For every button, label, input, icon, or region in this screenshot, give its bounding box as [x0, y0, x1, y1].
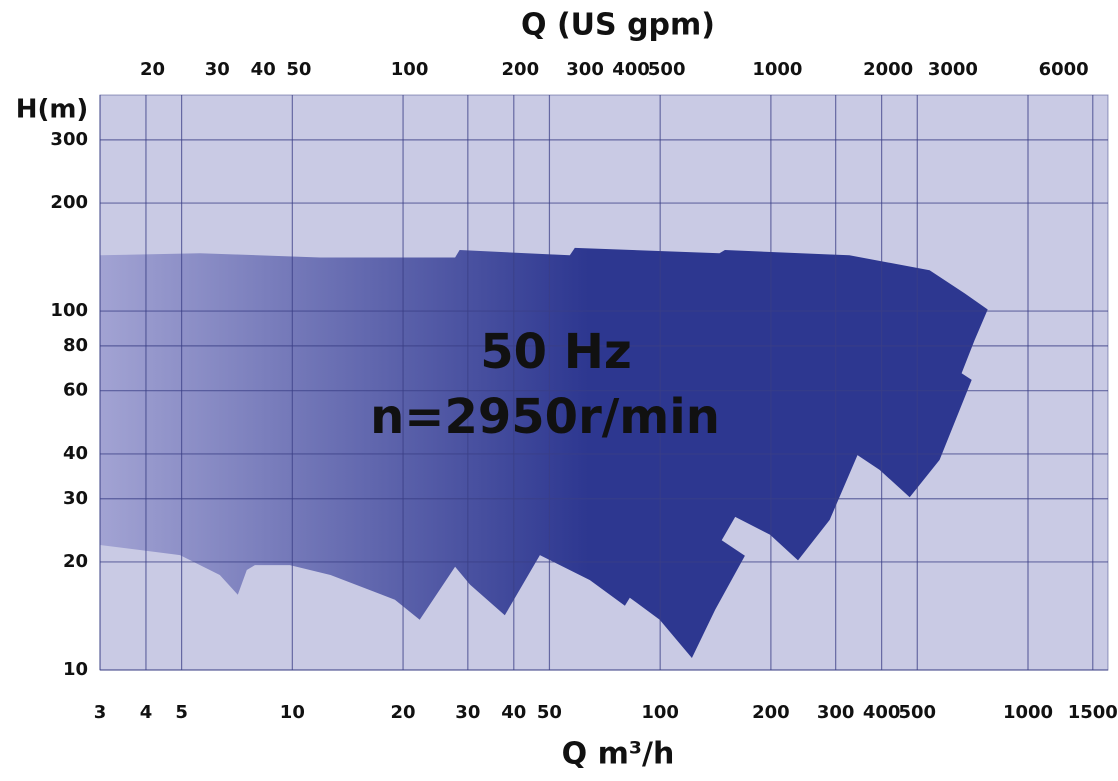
annotation: n=2950r/min	[370, 389, 720, 445]
x-tick-label: 5	[175, 702, 188, 723]
top-tick-label: 300	[566, 59, 604, 80]
x-tick-label: 300	[817, 702, 855, 723]
x-tick-label: 30	[455, 702, 480, 723]
top-tick-label: 200	[502, 59, 540, 80]
y-tick-label: 80	[63, 335, 88, 356]
x-tick-label: 50	[537, 702, 562, 723]
top-tick-label: 500	[648, 59, 686, 80]
y-tick-label: 200	[50, 192, 88, 213]
top-tick-label: 2000	[863, 59, 913, 80]
top-tick-label: 6000	[1039, 59, 1089, 80]
x-tick-label: 200	[752, 702, 790, 723]
top-tick-label: 50	[286, 59, 311, 80]
x-tick-label: 4	[140, 702, 153, 723]
y-tick-label: 300	[50, 129, 88, 150]
top-tick-label: 3000	[928, 59, 978, 80]
y-axis-title: H(m)	[16, 95, 89, 125]
plot-frame	[99, 94, 1109, 671]
y-tick-label: 100	[50, 300, 88, 321]
x-tick-label: 3	[94, 702, 107, 723]
y-tick-label: 60	[63, 380, 88, 401]
y-tick-label: 20	[63, 551, 88, 572]
x-tick-label: 100	[641, 702, 679, 723]
x-tick-label: 1000	[1003, 702, 1053, 723]
y-tick-label: 10	[63, 659, 88, 680]
y-tick-label: 40	[63, 443, 88, 464]
top-tick-label: 30	[205, 59, 230, 80]
x-axis-title: Q m³/h	[562, 737, 675, 772]
annotation: 50 Hz	[480, 324, 632, 380]
y-tick-label: 30	[63, 488, 88, 509]
x-tick-label: 20	[391, 702, 416, 723]
top-axis-title: Q (US gpm)	[521, 8, 715, 43]
x-tick-label: 400	[863, 702, 901, 723]
top-tick-label: 20	[140, 59, 165, 80]
x-tick-label: 500	[898, 702, 936, 723]
top-tick-label: 400	[612, 59, 650, 80]
top-tick-label: 40	[251, 59, 276, 80]
top-tick-label: 100	[391, 59, 429, 80]
operating-range	[100, 247, 988, 658]
x-tick-label: 40	[501, 702, 526, 723]
x-tick-label: 10	[280, 702, 305, 723]
top-tick-label: 1000	[752, 59, 802, 80]
x-tick-label: 1500	[1068, 702, 1118, 723]
